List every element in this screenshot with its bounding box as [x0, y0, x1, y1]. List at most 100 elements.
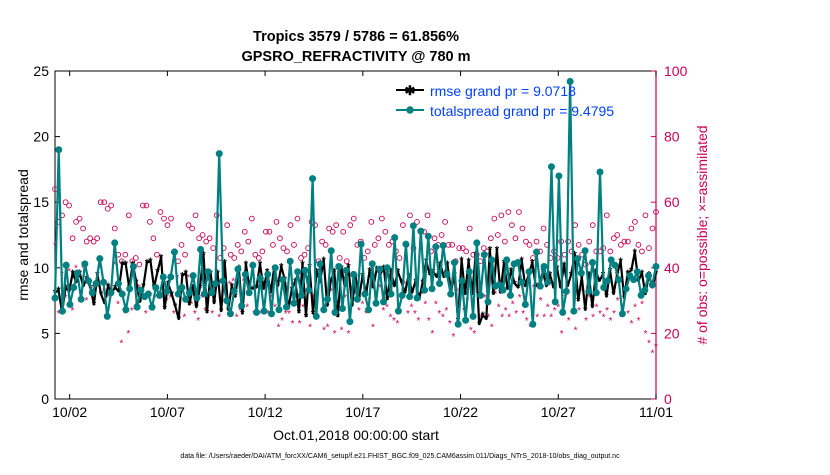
obs-assimilated-point: * [364, 309, 368, 320]
obs-assimilated-point: * [441, 313, 445, 324]
totalspread-point [197, 245, 205, 253]
obs-assimilated-point: * [385, 303, 389, 314]
rmse-point: * [389, 267, 394, 279]
totalspread-point [398, 291, 406, 299]
totalspread-point [574, 255, 582, 263]
totalspread-point [226, 310, 234, 318]
obs-assimilated-point: * [451, 332, 455, 343]
rmse-point: * [304, 311, 309, 323]
obs-assimilated-point: * [402, 280, 406, 291]
totalspread-point [256, 274, 264, 282]
x-tick-label: 10/02 [52, 404, 87, 420]
obs-assimilated-point: * [539, 296, 543, 307]
rmse-point: * [580, 272, 585, 284]
totalspread-point [551, 298, 559, 306]
obs-possible-point [519, 225, 526, 232]
rmse-point: * [442, 272, 447, 284]
totalspread-point [275, 306, 283, 314]
obs-possible-point [122, 251, 129, 258]
obs-assimilated-point: * [511, 299, 515, 310]
obs-assimilated-point: * [406, 309, 410, 320]
right-axis: 0 20 40 60 80 100 [651, 63, 688, 407]
obs-assimilated-point: * [165, 296, 169, 307]
obs-assimilated-point: * [333, 329, 337, 340]
totalspread-point [96, 255, 104, 263]
totalspread-point [103, 312, 111, 320]
totalspread-point [536, 282, 544, 290]
obs-possible-point [621, 238, 628, 245]
totalspread-point [81, 260, 89, 268]
rmse-point: * [74, 277, 79, 289]
rmse-point: * [410, 288, 415, 300]
right-tick-label: 0 [664, 391, 672, 407]
obs-assimilated-point: * [116, 299, 120, 310]
rmse-point: * [604, 292, 609, 304]
totalspread-point [249, 261, 257, 269]
rmse-point: * [523, 281, 528, 293]
totalspread-point [544, 278, 552, 286]
obs-possible-point [241, 228, 248, 235]
obs-assimilated-point: * [605, 306, 609, 317]
obs-assimilated-point: * [119, 339, 123, 350]
totalspread-point [137, 286, 145, 294]
obs-assimilated-point: * [395, 319, 399, 330]
obs-assimilated-point: * [490, 322, 494, 333]
rmse-point: * [71, 268, 76, 280]
rmse-point: * [279, 261, 284, 273]
obs-assimilated-point: * [434, 299, 438, 310]
rmse-point: * [346, 261, 351, 273]
obs-assimilated-point: * [217, 313, 221, 324]
totalspread-point [521, 301, 529, 309]
rmse-point: * [233, 292, 238, 304]
obs-assimilated-point: * [420, 290, 424, 301]
rmse-point: * [463, 289, 468, 301]
obs-possible-point [442, 219, 448, 225]
totalspread-point [645, 272, 653, 280]
left-axis: 0 5 10 15 20 25 [33, 63, 60, 407]
obs-assimilated-point: * [273, 303, 277, 314]
chart-title-line1: Tropics 3579 / 5786 = 61.856% [253, 29, 459, 45]
obs-possible-point [382, 228, 389, 235]
obs-assimilated-point: * [130, 306, 134, 317]
obs-assimilated-point: * [193, 309, 197, 320]
obs-assimilated-point: * [633, 303, 637, 314]
totalspread-point [212, 280, 220, 288]
obs-possible-point [154, 251, 160, 258]
totalspread-point [413, 294, 421, 302]
totalspread-point [555, 172, 563, 180]
obs-assimilated-point: * [71, 306, 75, 317]
obs-assimilated-point: * [277, 322, 281, 333]
obs-possible-point [646, 245, 652, 251]
rmse-point: * [353, 272, 358, 284]
totalspread-point [600, 283, 608, 291]
totalspread-point [525, 268, 533, 276]
totalspread-point [282, 303, 290, 311]
chart-title-line2: GPSRO_REFRACTIVITY @ 780 m [241, 49, 470, 65]
totalspread-point [331, 308, 339, 316]
obs-possible-point [347, 222, 354, 229]
obs-possible-point [90, 238, 97, 245]
obs-assimilated-point: * [305, 313, 309, 324]
obs-possible-point [62, 199, 69, 206]
obs-possible-point [424, 212, 431, 219]
totalspread-point [428, 285, 436, 293]
obs-possible-point [298, 255, 304, 261]
rmse-point: * [509, 265, 514, 277]
rmse-point: * [329, 276, 334, 288]
y-axis-right-label: # of obs: o=possible; ×=assimilated [694, 125, 710, 344]
obs-assimilated-point: * [291, 319, 295, 330]
obs-assimilated-point: * [256, 283, 260, 294]
obs-possible-point [480, 245, 487, 251]
totalspread-point [305, 286, 313, 294]
totalspread-point [379, 298, 387, 306]
totalspread-point [133, 303, 141, 311]
totalspread-point [391, 234, 399, 242]
totalspread-point [559, 308, 567, 316]
obs-assimilated-point: * [388, 313, 392, 324]
totalspread-point [167, 273, 175, 281]
obs-possible-point [533, 238, 540, 245]
rmse-point: * [481, 310, 486, 322]
obs-assimilated-point: * [200, 293, 204, 304]
rmse-point: * [654, 268, 659, 280]
obs-assimilated-point: * [326, 322, 330, 333]
